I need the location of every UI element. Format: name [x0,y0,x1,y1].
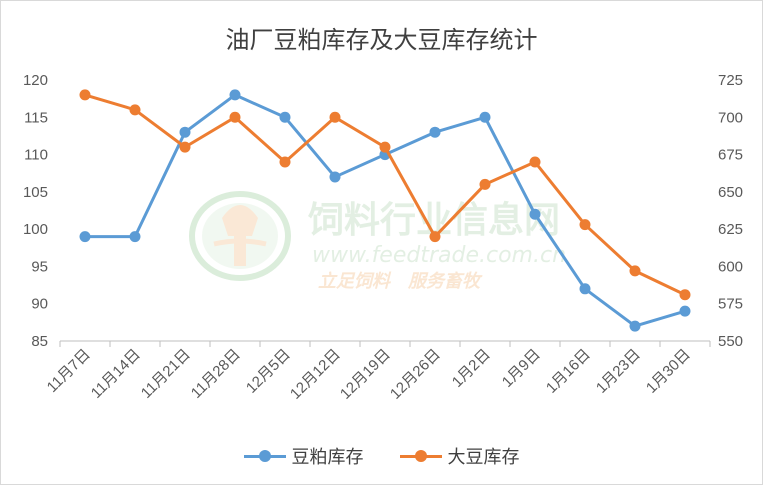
chart-title: 油厂豆粕库存及大豆库存统计 [225,26,538,54]
y-left-tick-label: 100 [23,221,48,238]
series-point-0 [179,126,191,138]
legend-swatch-soybean [399,449,442,463]
series-point-0 [129,231,141,243]
series-point-0 [579,283,591,295]
x-tick-label: 1月9日 [499,346,544,391]
legend-label-soybean: 大豆库存 [447,447,520,468]
series-point-1 [379,141,391,153]
series-point-1 [629,265,641,277]
x-tick-label: 1月2日 [449,346,494,391]
y-left-tick-label: 105 [23,184,48,201]
x-tick-label: 12月5日 [243,346,294,397]
x-tick-label: 1月23日 [593,346,644,397]
legend-item-soymeal[interactable]: 豆粕库存 [243,443,364,469]
y-left-tick-label: 85 [31,333,48,350]
x-tick-label: 12月26日 [387,346,444,403]
series-point-1 [279,156,291,168]
y-left-tick-label: 120 [23,72,48,89]
series-layer [79,89,691,332]
series-point-0 [429,126,441,138]
y-left-tick-label: 115 [24,109,48,126]
x-tick-label: 11月21日 [138,346,194,402]
series-point-0 [229,89,241,101]
watermark-line2: www.feedtrade.com.cn [312,243,566,268]
legend-label-soymeal: 豆粕库存 [291,447,364,468]
watermark-logo [189,191,291,281]
series-point-0 [679,305,691,317]
x-tick-label: 1月16日 [543,346,594,397]
series-point-0 [529,208,541,220]
y-right-tick-label: 675 [718,147,743,164]
x-tick-label: 12月19日 [337,346,394,403]
series-point-0 [479,111,491,123]
y-left-tick-label: 90 [31,296,48,313]
series-point-0 [79,231,91,243]
y-right-tick-label: 575 [718,296,743,313]
x-tick-label: 11月14日 [88,346,144,402]
series-point-1 [429,231,441,243]
legend: 豆粕库存 大豆库存 [0,443,763,469]
series-point-1 [179,141,191,153]
y-right-tick-label: 550 [718,333,743,350]
series-point-0 [279,111,291,123]
legend-item-soybean[interactable]: 大豆库存 [399,443,520,469]
x-tick-label: 11月28日 [188,346,244,402]
series-point-1 [529,156,541,168]
watermark: 饲料行业信息网 www.feedtrade.com.cn 立足饲料 服务畜牧 [189,191,566,292]
series-point-1 [229,111,241,123]
series-point-0 [329,171,341,183]
x-tick-label: 11月7日 [44,346,94,396]
y-right-tick-label: 625 [718,221,743,238]
series-point-1 [329,111,341,123]
y-right-tick-label: 650 [718,184,743,201]
y-right-tick-label: 725 [718,72,743,89]
y-right-tick-label: 600 [718,258,743,275]
y-left-tick-label: 95 [31,258,48,275]
series-point-1 [79,89,91,101]
watermark-line3: 立足饲料 服务畜牧 [318,271,483,292]
series-point-0 [629,320,641,332]
series-point-1 [579,219,591,231]
legend-swatch-soymeal [243,449,286,463]
series-point-1 [679,289,691,301]
y-left-tick-label: 110 [24,147,48,164]
series-point-1 [129,104,141,116]
x-tick-label: 12月12日 [287,346,344,403]
y-right-tick-label: 700 [718,109,743,126]
series-point-1 [479,178,491,190]
x-tick-label: 1月30日 [643,346,694,397]
